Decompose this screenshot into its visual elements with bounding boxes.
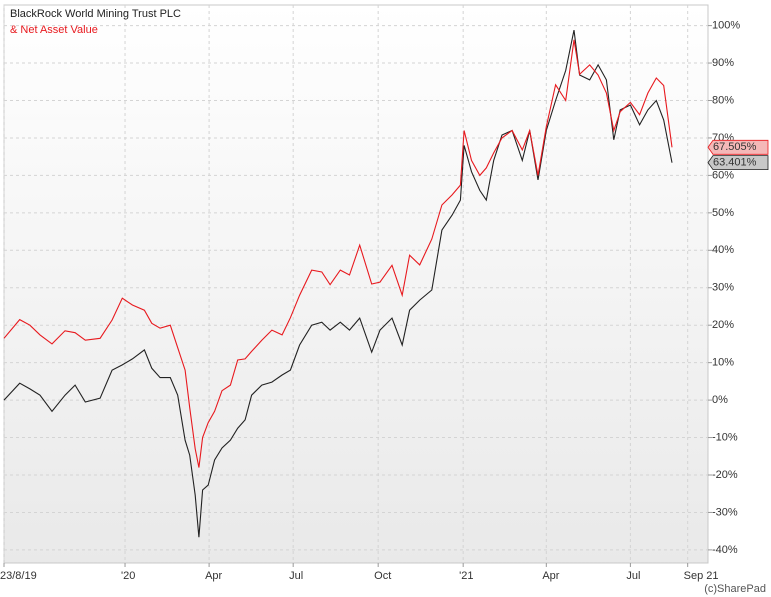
end-label-box: [707, 155, 769, 171]
y-tick-label: 10%: [712, 357, 734, 369]
y-tick-label: 0%: [712, 394, 728, 406]
x-tick-label: Oct: [374, 570, 391, 582]
y-tick-label: 60%: [712, 169, 734, 181]
y-tick-label: -10%: [712, 431, 738, 443]
y-tick-label: -40%: [712, 544, 738, 556]
x-tick-label: Apr: [542, 570, 559, 582]
y-tick-label: 50%: [712, 207, 734, 219]
legend-entry: BlackRock World Mining Trust PLC: [10, 8, 181, 20]
y-tick-label: 30%: [712, 282, 734, 294]
x-tick-label: '21: [459, 570, 473, 582]
y-tick-label: 80%: [712, 94, 734, 106]
series-line: [3, 29, 673, 538]
y-tick-label: -30%: [712, 506, 738, 518]
end-label: 67.505%: [713, 141, 757, 153]
x-tick-label: Sep 21: [684, 570, 719, 582]
x-tick-label: Jul: [289, 570, 303, 582]
end-label-box: [707, 139, 769, 155]
plot-area: [3, 4, 709, 564]
x-tick-label: Apr: [205, 570, 222, 582]
end-label: 63.401%: [713, 157, 757, 169]
legend-entry: & Net Asset Value: [10, 24, 98, 36]
y-tick-label: 20%: [712, 319, 734, 331]
y-tick-label: 90%: [712, 57, 734, 69]
x-tick-label: '20: [121, 570, 135, 582]
y-tick-label: 100%: [712, 20, 740, 32]
series-line: [3, 39, 673, 468]
x-tick-label: Jul: [626, 570, 640, 582]
y-tick-label: -20%: [712, 469, 738, 481]
x-tick-label: 23/8/19: [0, 570, 37, 582]
y-tick-label: 40%: [712, 244, 734, 256]
watermark: (c)SharePad: [704, 583, 766, 595]
